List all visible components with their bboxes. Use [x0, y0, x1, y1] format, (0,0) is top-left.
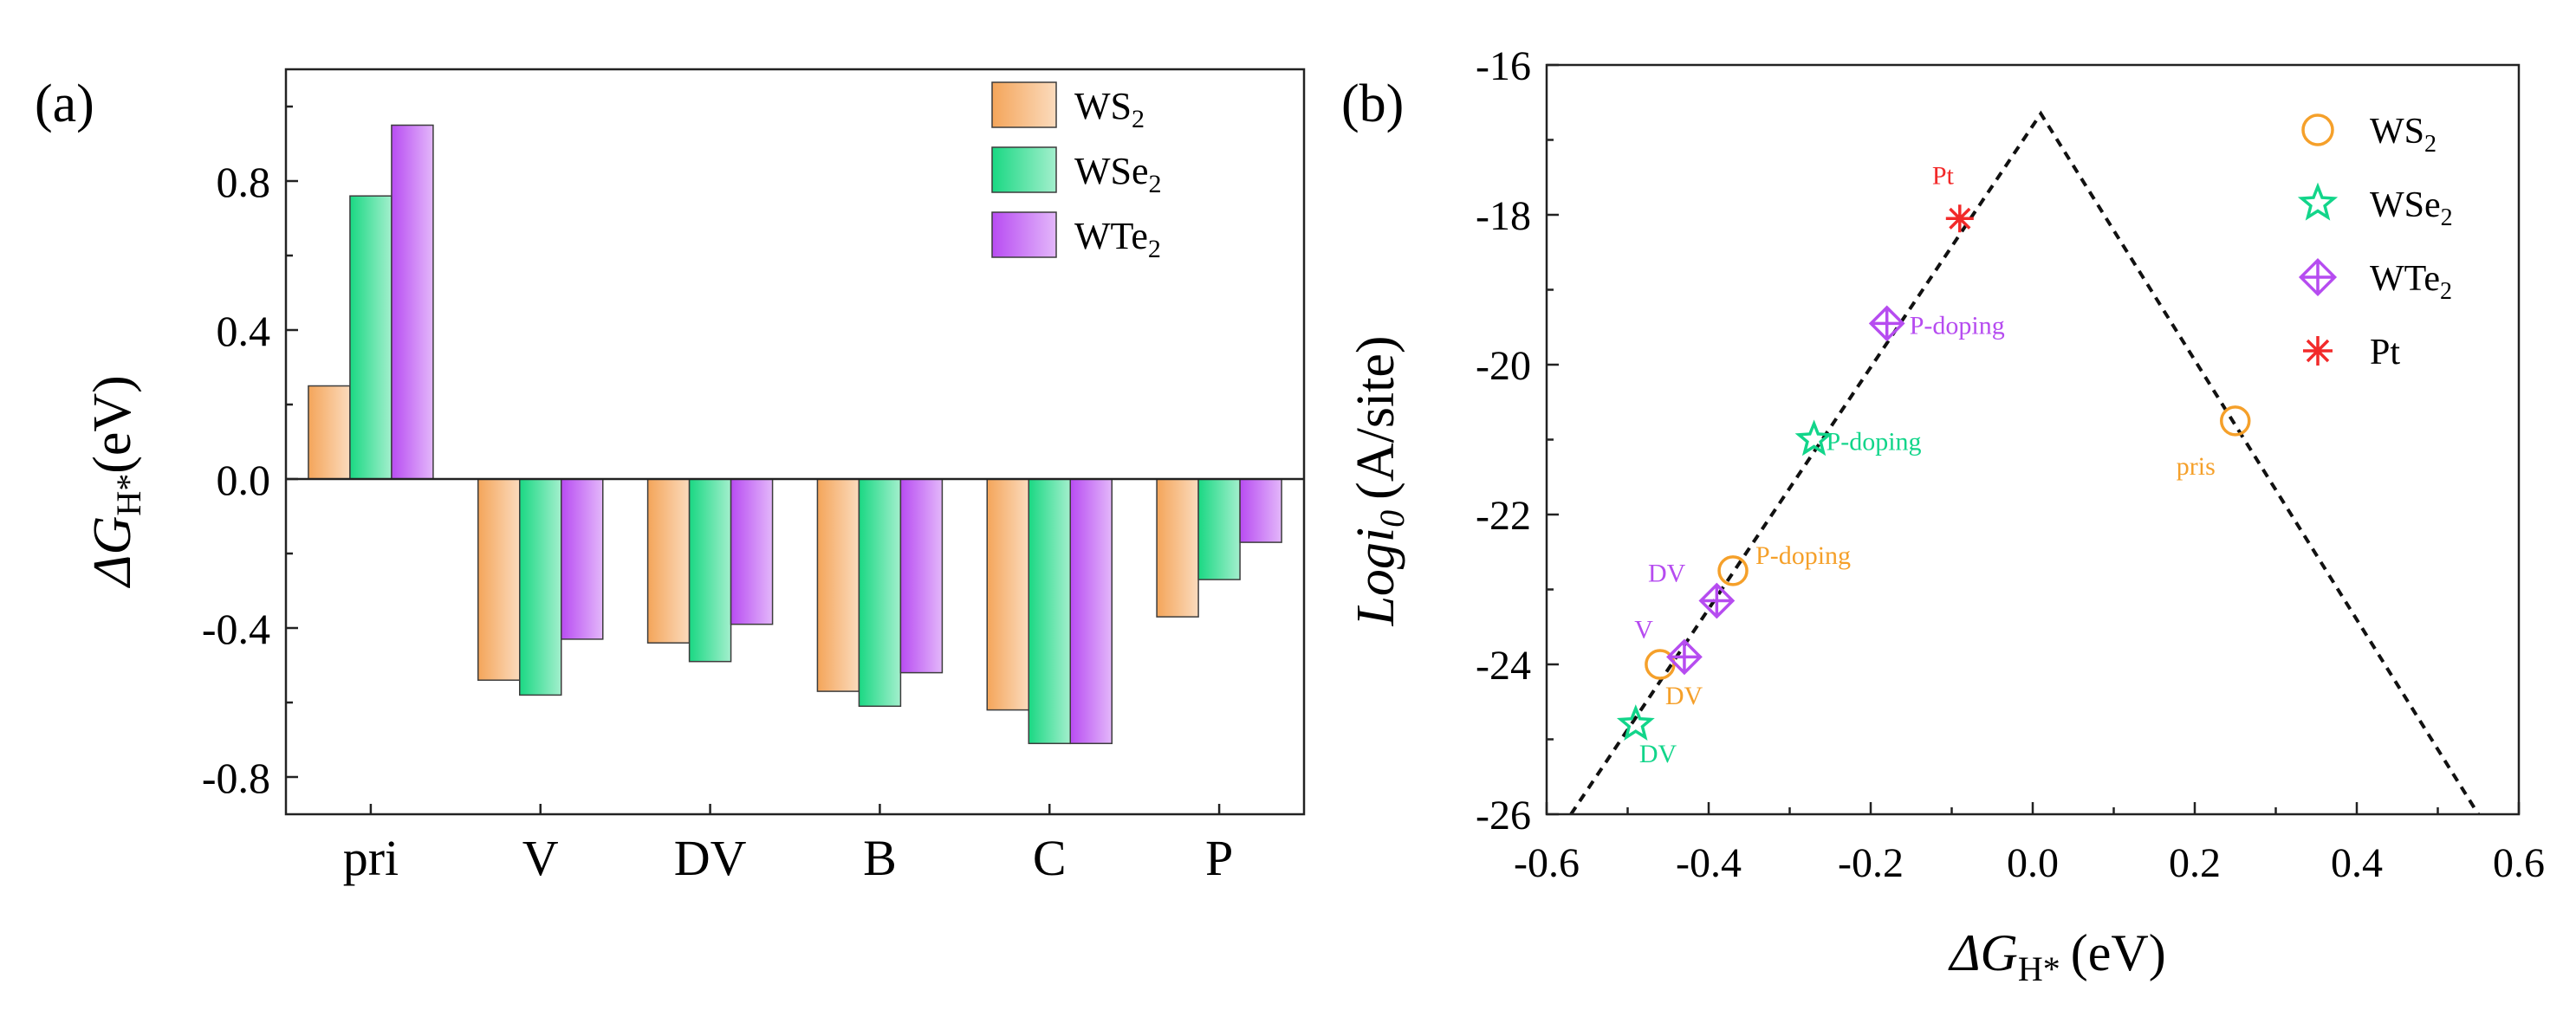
- bar-DV-WSe2: [688, 478, 732, 663]
- y-tick-label: 0.4: [217, 307, 271, 355]
- panel-b-x-axis-title-main: ΔG: [1948, 924, 2018, 981]
- legend-marker-WTe2: [2298, 257, 2338, 297]
- panel-b-x-axis-title-unit: (eV): [2071, 924, 2166, 981]
- bar-V-WSe2: [519, 478, 562, 696]
- panel-b-y-axis-title-unit: (A/site): [1346, 335, 1405, 499]
- x-tick-label: V: [522, 830, 559, 886]
- bar-V-WS2: [477, 478, 521, 681]
- point-label: DV: [1665, 682, 1703, 710]
- point-WTe2-V: [1666, 638, 1703, 676]
- y-tick-label: -0.8: [202, 754, 270, 802]
- x-tick-label: DV: [674, 830, 747, 886]
- x-tick-label: 0.4: [2331, 840, 2383, 886]
- y-tick-label: -18: [1476, 193, 1531, 239]
- bar-pri-WS2: [308, 385, 351, 480]
- x-tick-label: P: [1205, 830, 1233, 886]
- point-WS2-pris: [2220, 405, 2251, 437]
- panel-a-y-axis-title-unit: (eV): [83, 375, 142, 474]
- plot-frame: [284, 68, 1306, 816]
- legend-marker-WS2: [2301, 113, 2334, 146]
- x-tick-label: C: [1033, 830, 1067, 886]
- panel-b-volcano-plot: (b) Logi0 (A/site) ΔGH* (eV) -0.6 -0.4 -0.2 0…: [1341, 43, 2545, 988]
- point-WSe2-P-doping: [1794, 419, 1833, 456]
- point-WS2-P-doping: [1717, 555, 1749, 586]
- y-tick-label: -16: [1476, 43, 1531, 89]
- x-tick-label: pri: [343, 830, 399, 886]
- legend-label-WS2: WS2: [1074, 85, 1145, 133]
- panel-a-y-axis-title-sub: H*: [109, 474, 148, 516]
- point-WTe2-DV: [1698, 582, 1736, 619]
- bar-DV-WTe2: [730, 478, 774, 625]
- legend-label-WSe2: WSe2: [2370, 185, 2453, 231]
- x-tick-label: -0.2: [1838, 840, 1904, 886]
- point-label: V: [1634, 615, 1653, 644]
- panel-b-y-axis-title: Logi0 (A/site): [1346, 335, 1411, 626]
- x-tick-label: 0.6: [2493, 840, 2545, 886]
- point-label: P-doping: [1755, 541, 1851, 570]
- bar-C-WS2: [986, 478, 1029, 711]
- x-tick-label: -0.6: [1514, 840, 1580, 886]
- y-tick-label: 0.0: [217, 456, 271, 504]
- legend-label-Pt: Pt: [2370, 333, 2400, 372]
- point-Pt-Pt: [1945, 204, 1974, 233]
- panel-a-y-axis-title: ΔGH*(eV): [83, 375, 148, 589]
- bar-C-WTe2: [1069, 478, 1113, 745]
- panel-a-y-axis-title-main: ΔG: [83, 516, 142, 589]
- point-WSe2-DV: [1616, 704, 1655, 741]
- y-tick-label: -24: [1476, 643, 1531, 689]
- x-tick-label: 0.2: [2169, 840, 2221, 886]
- y-tick-label: -20: [1476, 343, 1531, 389]
- bar-B-WSe2: [858, 478, 902, 708]
- legend-marker-Pt: [2303, 336, 2333, 366]
- y-tick-label: -22: [1476, 493, 1531, 539]
- legend-swatch-WSe2: [991, 146, 1057, 193]
- legend-marker-WSe2: [2297, 182, 2339, 221]
- legend-label-WS2: WS2: [2370, 112, 2436, 158]
- point-label: P-doping: [1910, 311, 2005, 340]
- point-label: DV: [1648, 559, 1686, 587]
- y-tick-label: 0.8: [217, 158, 271, 206]
- y-tick-label: -26: [1476, 793, 1531, 839]
- legend-swatch-WTe2: [991, 211, 1057, 258]
- point-label: Pt: [1932, 161, 1955, 190]
- legend-swatch-WS2: [991, 81, 1057, 128]
- panel-b-label: (b): [1341, 74, 1404, 133]
- bar-pri-WSe2: [349, 195, 393, 480]
- x-tick-label: B: [863, 830, 897, 886]
- bar-DV-WS2: [646, 478, 691, 644]
- panel-a-bar-chart: (a) ΔGH*(eV) pri V DV B C P0.80.40.0-0.4-0.8 …: [35, 68, 1306, 886]
- panel-a-label: (a): [35, 74, 94, 133]
- panel-a-legend: WS2 WSe2 WTe2: [991, 81, 1162, 263]
- point-WTe2-P-doping: [1868, 305, 1905, 342]
- bar-V-WTe2: [561, 478, 604, 640]
- bar-B-WS2: [816, 478, 860, 692]
- x-tick-label: 0.0: [2007, 840, 2059, 886]
- bar-P-WSe2: [1197, 478, 1241, 580]
- bar-pri-WTe2: [391, 124, 434, 480]
- panel-b-x-axis-title-sub: H*: [2018, 949, 2060, 988]
- bar-P-WS2: [1156, 478, 1199, 618]
- panel-b-legend: WS2 WSe2 WTe2 Pt: [2297, 112, 2453, 372]
- legend-label-WTe2: WTe2: [1074, 215, 1161, 263]
- volcano-line: [1569, 110, 2480, 816]
- legend-label-WTe2: WTe2: [2370, 259, 2452, 305]
- point-label: DV: [1639, 740, 1677, 768]
- legend-label-WSe2: WSe2: [1074, 150, 1162, 198]
- bar-P-WTe2: [1239, 478, 1282, 543]
- panel-b-y-axis-title-sub: 0: [1372, 510, 1411, 528]
- y-tick-label: -0.4: [202, 605, 270, 653]
- point-label: P-doping: [1827, 428, 1922, 456]
- bar-C-WSe2: [1028, 478, 1071, 745]
- panel-b-x-axis-title: ΔGH* (eV): [1948, 924, 2165, 988]
- panel-b-y-axis-title-main: Logi: [1346, 528, 1405, 627]
- x-tick-label: -0.4: [1676, 840, 1742, 886]
- point-label: pris: [2177, 452, 2216, 481]
- bar-B-WTe2: [899, 478, 944, 674]
